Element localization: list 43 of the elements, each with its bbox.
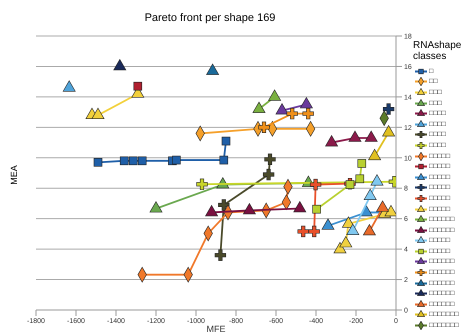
point: [220, 156, 228, 164]
point: [384, 205, 396, 216]
point: [356, 174, 364, 184]
point: [120, 156, 128, 166]
point: [293, 201, 306, 212]
point: [264, 154, 276, 165]
point: [128, 156, 138, 166]
point: [206, 64, 219, 75]
point: [346, 180, 354, 189]
point: [134, 82, 142, 91]
chart-title: Pareto front per shape 169: [144, 12, 276, 24]
point: [346, 224, 360, 235]
point: [218, 199, 230, 211]
point: [364, 188, 377, 200]
point: [370, 174, 384, 186]
point: [298, 226, 309, 238]
point: [382, 103, 394, 115]
point: [262, 168, 274, 180]
point: [302, 108, 314, 120]
point: [243, 203, 256, 214]
point: [94, 158, 102, 167]
point: [308, 226, 320, 238]
point: [258, 122, 270, 133]
point: [113, 59, 126, 70]
point: [62, 80, 76, 92]
point: [339, 236, 352, 248]
y-axis-title: MEA: [8, 165, 19, 185]
point: [364, 130, 378, 142]
point: [325, 135, 338, 146]
point: [358, 159, 366, 168]
point: [92, 108, 104, 119]
legend-title: RNAshape classes: [413, 40, 462, 62]
point: [348, 130, 362, 142]
point: [222, 136, 230, 146]
point: [214, 250, 226, 261]
point: [150, 201, 162, 212]
x-axis-title: MFE: [206, 324, 226, 334]
point: [312, 204, 321, 214]
point: [205, 205, 218, 216]
point: [138, 156, 146, 166]
point: [310, 178, 322, 190]
point: [172, 156, 181, 164]
point: [286, 108, 298, 120]
